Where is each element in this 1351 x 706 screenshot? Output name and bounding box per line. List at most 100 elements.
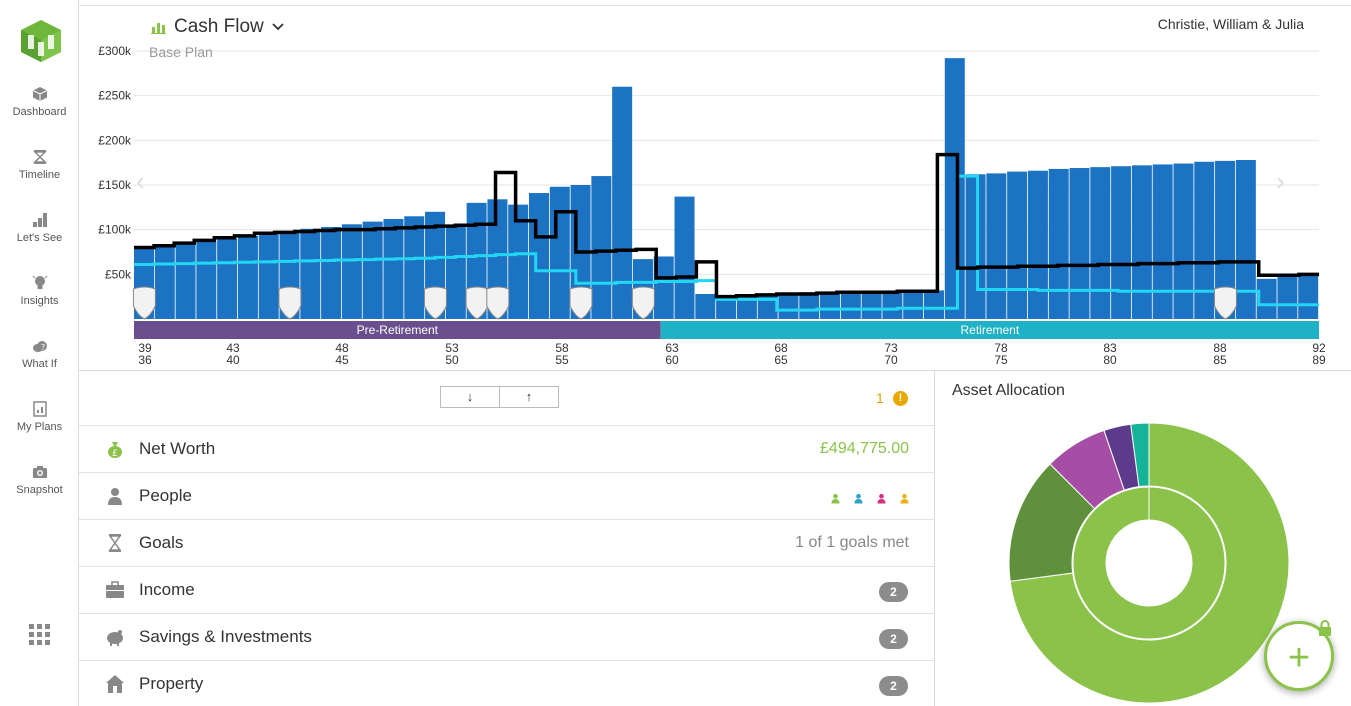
asset-allocation-chart[interactable] xyxy=(934,371,1351,706)
y-tick-label: £300k xyxy=(98,44,132,58)
x-tick-label: 53 xyxy=(445,341,459,355)
chevron-down-icon xyxy=(272,23,284,31)
x-tick-label: 70 xyxy=(884,353,898,367)
cash-flow-bar xyxy=(1298,274,1319,319)
row-label: Savings & Investments xyxy=(139,627,312,646)
shield-icon xyxy=(631,286,655,320)
cash-flow-bar xyxy=(716,295,737,319)
y-tick-label: £100k xyxy=(98,223,132,237)
cash-flow-bar xyxy=(1090,167,1111,319)
money-bag-icon: £ xyxy=(108,442,122,459)
apps-grid-icon[interactable] xyxy=(29,624,50,645)
x-tick-label: 83 xyxy=(1103,341,1117,355)
person-icon[interactable] xyxy=(831,493,840,504)
lightbulb-icon xyxy=(32,275,47,289)
event-marker xyxy=(423,286,447,320)
event-marker xyxy=(631,286,655,320)
sidebar-item-what-if[interactable]: ? What If xyxy=(0,338,79,370)
row-label: People xyxy=(139,486,192,505)
sidebar-item-snapshot[interactable]: Snapshot xyxy=(0,464,79,496)
cash-flow-bar xyxy=(674,196,695,319)
cash-flow-bar xyxy=(695,293,716,319)
cash-flow-bar xyxy=(1007,171,1028,319)
row-net-worth[interactable]: £ Net Worth £494,775.00 xyxy=(79,425,934,472)
x-tick-label: 40 xyxy=(226,353,240,367)
sidebar-item-lets-see[interactable]: Let's See xyxy=(0,212,79,244)
chart-next-arrow[interactable]: › xyxy=(1276,166,1285,196)
chart-prev-arrow[interactable]: ‹ xyxy=(136,166,145,196)
sidebar-item-label: Insights xyxy=(20,295,59,307)
y-tick-label: £200k xyxy=(98,133,132,147)
cash-flow-bar xyxy=(861,291,882,319)
x-tick-label: 68 xyxy=(774,341,788,355)
sort-down-button[interactable]: ↓ xyxy=(441,387,500,407)
cash-flow-bar xyxy=(217,238,238,319)
y-tick-label: £150k xyxy=(98,178,132,192)
top-border xyxy=(79,5,1351,6)
row-savings-investments[interactable]: Savings & Investments 2 xyxy=(79,613,934,660)
event-marker xyxy=(1213,286,1237,320)
cash-flow-bar xyxy=(1235,159,1256,319)
sidebar-item-label: My Plans xyxy=(16,421,63,433)
person-icon[interactable] xyxy=(900,493,909,504)
sidebar-item-my-plans[interactable]: My Plans xyxy=(0,401,79,433)
camera-icon xyxy=(32,466,47,478)
row-goals[interactable]: Goals 1 of 1 goals met xyxy=(79,519,934,566)
logo-icon[interactable] xyxy=(19,18,63,62)
shield-icon xyxy=(569,286,593,320)
x-tick-label: 63 xyxy=(665,341,679,355)
row-label: Income xyxy=(139,580,195,599)
cash-flow-chart[interactable]: £300k £250k £200k £150k £100k £50k Pre-Retirem… xyxy=(79,0,1351,370)
cash-flow-bar xyxy=(591,176,612,319)
sidebar-item-label: Let's See xyxy=(16,232,63,244)
cash-flow-bar xyxy=(321,226,342,319)
sort-up-button[interactable]: ↑ xyxy=(525,389,533,404)
alert-icon[interactable]: ! xyxy=(893,391,908,406)
cube-icon xyxy=(32,87,47,101)
bar-chart-icon xyxy=(32,213,47,227)
asset-segment xyxy=(1009,422,1290,704)
x-tick-label: 39 xyxy=(138,341,152,355)
sidebar-item-timeline[interactable]: Timeline xyxy=(0,149,79,181)
sidebar-item-insights[interactable]: Insights xyxy=(0,275,79,307)
x-tick-label: 36 xyxy=(138,353,152,367)
y-tick-label: £50k xyxy=(105,267,132,281)
cash-flow-bar xyxy=(965,174,986,319)
briefcase-icon xyxy=(106,581,124,598)
cash-flow-bar xyxy=(1277,276,1298,319)
cash-flow-bar xyxy=(1069,168,1090,319)
spending-line xyxy=(134,174,1319,312)
phase-label: Retirement xyxy=(960,323,1019,337)
x-tick-label: 89 xyxy=(1312,353,1326,367)
cash-flow-bar xyxy=(903,290,924,319)
cash-flow-bar xyxy=(1152,164,1173,319)
net-worth-value: £494,775.00 xyxy=(820,440,909,457)
hourglass-icon xyxy=(108,534,122,552)
person-icon[interactable] xyxy=(854,493,863,504)
row-people[interactable]: People xyxy=(79,472,934,519)
cash-flow-bar xyxy=(820,292,841,319)
cash-flow-bar xyxy=(840,291,861,319)
asset-inner-segment xyxy=(1072,486,1226,640)
asset-allocation-title: Asset Allocation xyxy=(952,382,1065,399)
x-tick-label: 73 xyxy=(884,341,898,355)
cash-flow-bar xyxy=(1256,278,1277,319)
sidebar-item-dashboard[interactable]: Dashboard xyxy=(0,86,79,118)
cash-flow-bar xyxy=(445,225,466,319)
x-tick-label: 65 xyxy=(774,353,788,367)
cash-flow-bar xyxy=(799,292,820,319)
cloud-question-icon: ? xyxy=(32,341,47,352)
x-tick-label: 78 xyxy=(994,341,1008,355)
cash-flow-bar xyxy=(924,290,944,319)
x-tick-label: 80 xyxy=(1103,353,1117,367)
chart-title-dropdown[interactable]: Cash Flow xyxy=(151,16,284,38)
row-property[interactable]: Property 2 xyxy=(79,660,934,706)
shield-icon xyxy=(423,286,447,320)
cash-flow-bar xyxy=(1048,168,1069,319)
cash-flow-bar xyxy=(986,173,1007,319)
cash-flow-bar xyxy=(549,186,570,319)
person-icon xyxy=(108,488,122,505)
row-income[interactable]: Income 2 xyxy=(79,566,934,613)
person-icon[interactable] xyxy=(877,493,886,504)
cash-flow-bar xyxy=(258,233,279,319)
